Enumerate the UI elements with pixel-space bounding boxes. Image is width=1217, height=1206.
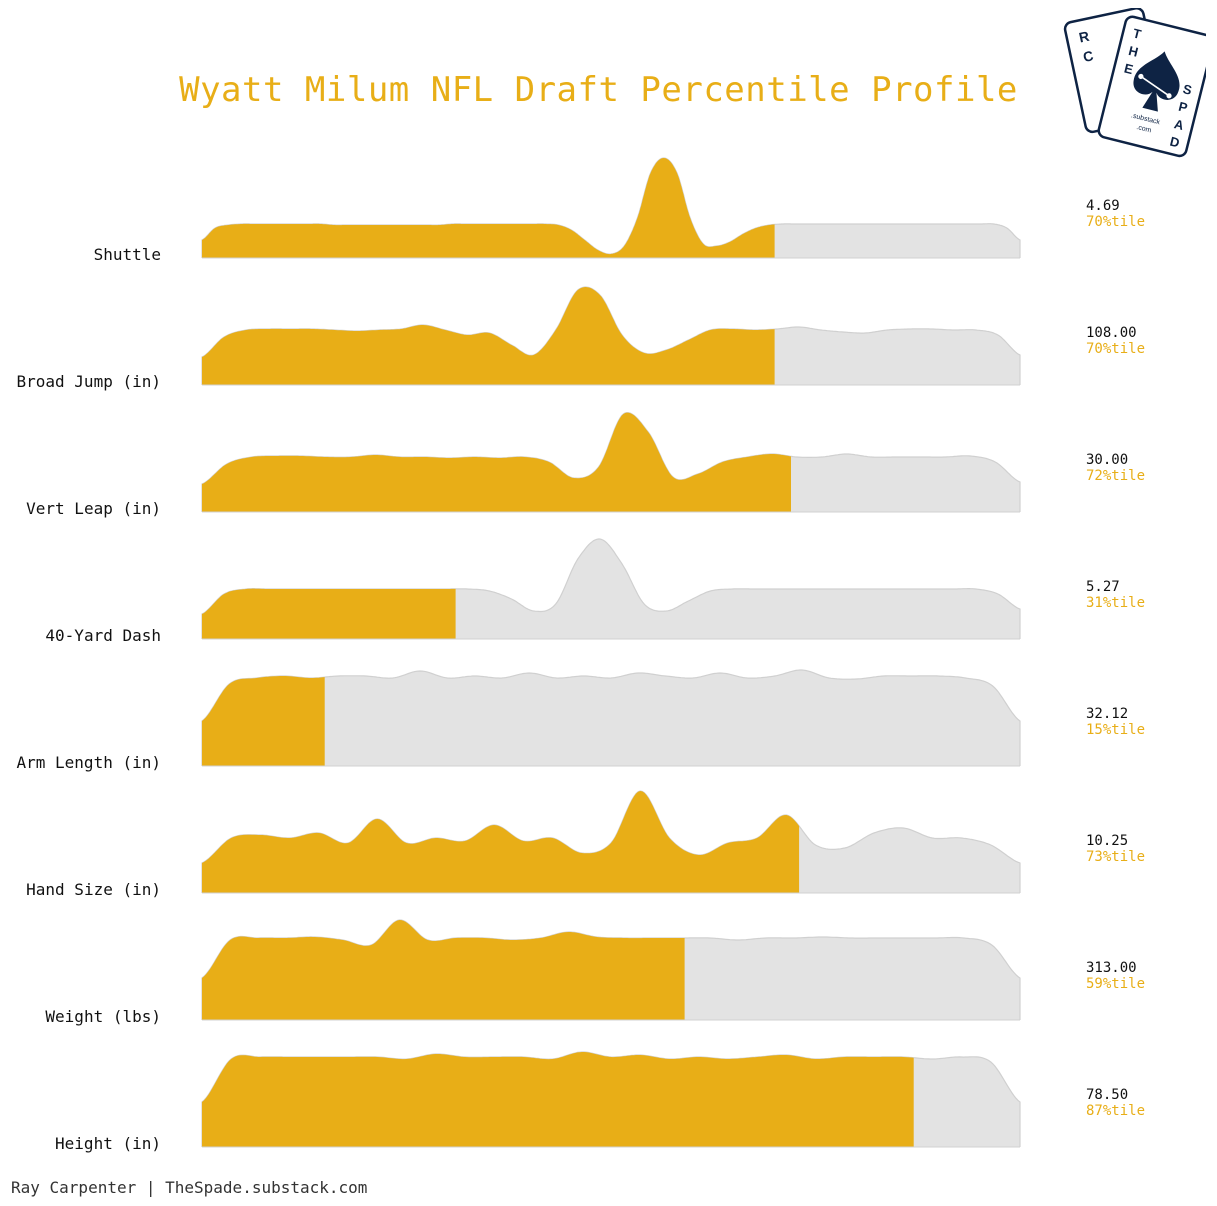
row-label: Vert Leap (in) [26, 499, 161, 518]
percentile-fill [202, 588, 456, 639]
svg-text:T: T [1131, 25, 1142, 41]
row-value: 32.12 [1086, 706, 1129, 722]
ridge-row [201, 538, 1021, 640]
row-label: Shuttle [93, 245, 161, 264]
percentile-fill [202, 676, 325, 766]
row-percentile: 70%tile [1086, 341, 1146, 357]
row-percentile: 72%tile [1086, 468, 1146, 484]
ridge-row [201, 919, 1021, 1021]
ridge-row [201, 669, 1021, 767]
row-percentile: 31%tile [1086, 595, 1146, 611]
percentile-fill [202, 920, 685, 1020]
row-percentile: 70%tile [1086, 214, 1146, 230]
row-value: 313.00 [1086, 960, 1137, 976]
row-value: 10.25 [1086, 833, 1129, 849]
percentile-fill [202, 287, 775, 385]
svg-text:A: A [1173, 116, 1186, 133]
row-label: Weight (lbs) [45, 1007, 161, 1026]
the-spade-logo: R C T H E S P A D .substack .com [1063, 8, 1206, 158]
row-value: 78.50 [1086, 1087, 1129, 1103]
row-percentile: 87%tile [1086, 1103, 1146, 1119]
row-label: Hand Size (in) [26, 880, 161, 899]
ridge-row [201, 157, 1021, 259]
percentile-fill [202, 1052, 914, 1147]
svg-text:D: D [1168, 134, 1181, 151]
percentile-fill [202, 412, 791, 512]
ridge-row [201, 1051, 1021, 1148]
row-label: 40-Yard Dash [45, 626, 161, 645]
ridge-row [201, 411, 1021, 513]
row-value: 5.27 [1086, 579, 1120, 595]
svg-text:E: E [1123, 60, 1135, 77]
percentile-fill [202, 791, 800, 893]
row-value: 30.00 [1086, 452, 1129, 468]
row-label: Broad Jump (in) [16, 372, 162, 391]
row-percentile: 59%tile [1086, 976, 1146, 992]
svg-text:H: H [1127, 43, 1140, 60]
row-percentile: 15%tile [1086, 722, 1146, 738]
credit-text: Ray Carpenter | TheSpade.substack.com [11, 1178, 368, 1197]
logo-letter-r: R [1077, 28, 1090, 46]
svg-text:P: P [1177, 99, 1189, 116]
ridge-row [201, 790, 1021, 894]
ridge-row [201, 286, 1021, 386]
density-area [202, 670, 1020, 766]
row-value: 108.00 [1086, 325, 1137, 341]
logo-com-text: .com [1136, 124, 1153, 135]
row-label: Height (in) [55, 1134, 161, 1153]
chart-title: Wyatt Milum NFL Draft Percentile Profile [179, 70, 1018, 110]
row-value: 4.69 [1086, 198, 1120, 214]
svg-text:S: S [1181, 81, 1193, 98]
row-percentile: 73%tile [1086, 849, 1146, 865]
density-outline [201, 669, 1021, 766]
row-label: Arm Length (in) [16, 753, 162, 772]
logo-letter-c: C [1082, 47, 1095, 65]
percentile-fill [202, 158, 775, 258]
